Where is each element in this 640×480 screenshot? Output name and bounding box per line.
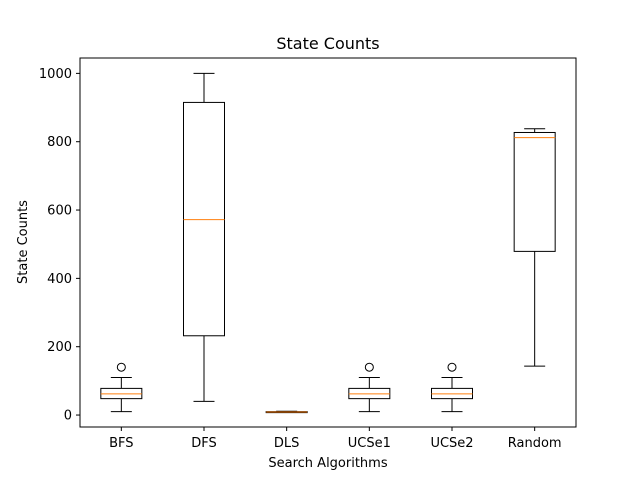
x-tick-label: UCSe2 [430,436,473,451]
outlier-point [116,362,126,372]
x-axis-ticks: BFS DFS DLS UCSe1 UCSe2 Random [109,427,562,451]
box-series [100,72,556,414]
box-dls [265,410,308,414]
outlier-point [447,362,457,372]
x-tick-label: UCSe1 [348,436,391,451]
box-random [513,128,556,367]
y-tick-label: 0 [64,409,72,424]
iqr-box [513,131,556,252]
iqr-box [183,101,225,337]
box-dfs [183,72,225,402]
box-ucse1 [348,362,391,413]
y-tick-label: 1000 [39,67,72,82]
outlier-point [364,362,374,372]
y-axis-ticks: 0 200 400 600 800 1000 [39,67,80,424]
y-tick-label: 600 [47,204,72,219]
plot-frame [79,57,577,428]
box-ucse2 [431,362,473,413]
y-tick-label: 800 [47,135,72,150]
x-tick-label: Random [508,436,562,451]
x-tick-label: BFS [109,436,133,451]
chart-title: State Counts [276,34,379,53]
x-tick-label: DFS [191,436,217,451]
x-tick-label: DLS [274,436,300,451]
y-tick-label: 400 [47,272,72,287]
x-axis-label: Search Algorithms [268,456,387,471]
y-axis-label: State Counts [16,200,31,284]
box-bfs [100,362,143,413]
y-tick-label: 200 [47,340,72,355]
